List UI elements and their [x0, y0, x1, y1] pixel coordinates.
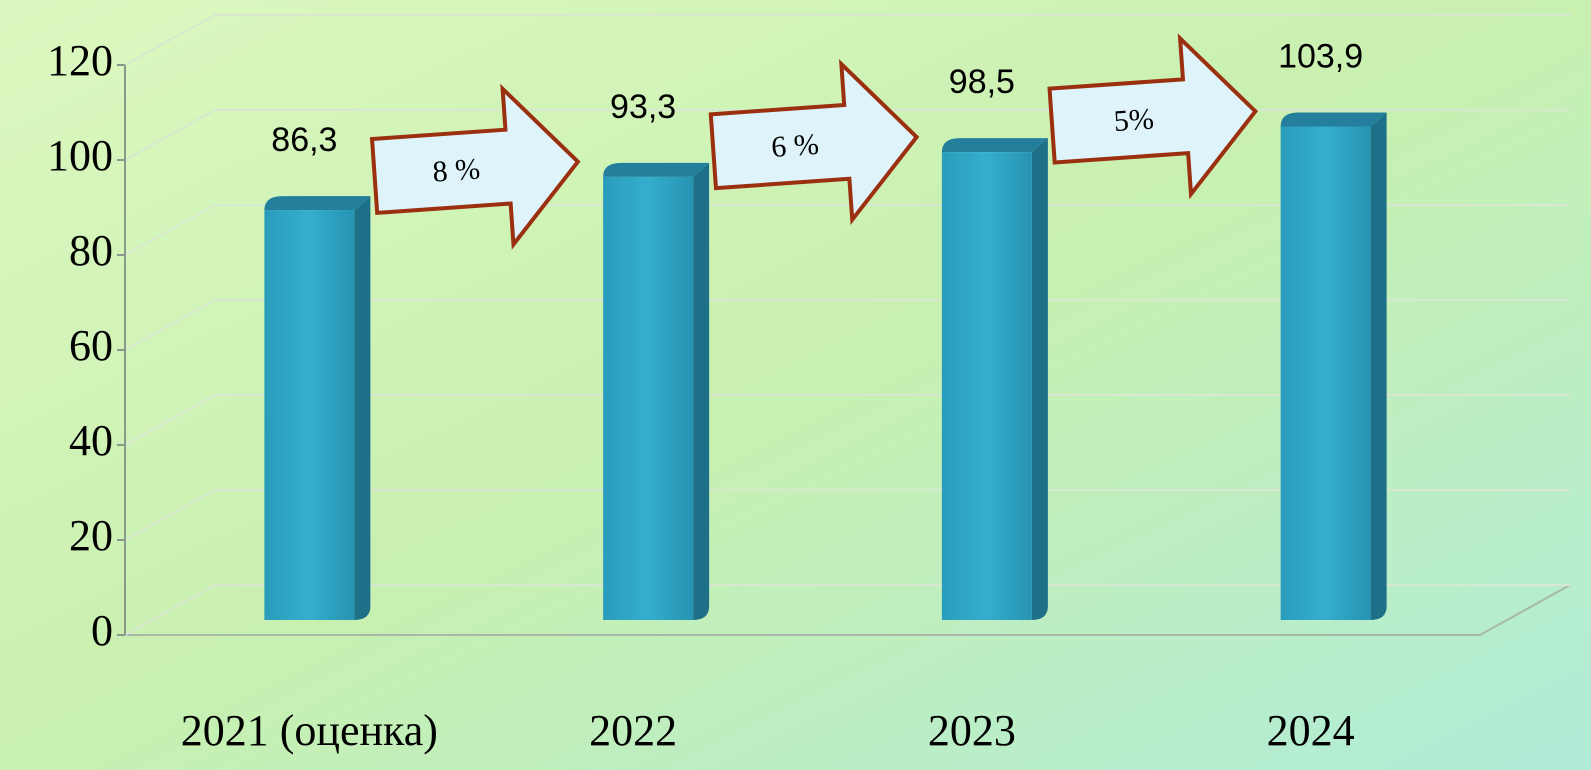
growth-arrow: 6 %	[708, 59, 920, 226]
growth-arrow: 8 %	[369, 83, 581, 250]
value-label: 86,3	[271, 121, 337, 159]
bar	[1280, 126, 1371, 620]
bar	[603, 176, 694, 620]
arrow-label: 8 %	[431, 152, 481, 188]
bar-top	[603, 162, 710, 177]
x-tick-label: 2021 (оценка)	[181, 706, 438, 755]
x-tick-label: 2024	[1267, 706, 1355, 755]
arrow-shape	[708, 59, 920, 226]
y-tick-label: 60	[69, 321, 113, 370]
grid-line	[124, 204, 1570, 256]
value-label: 93,3	[610, 88, 676, 126]
bar-side	[693, 162, 710, 620]
grid-line	[124, 299, 1570, 351]
y-tick-label: 80	[69, 226, 113, 275]
bar-top	[1280, 112, 1387, 127]
growth-arrow: 5%	[1047, 33, 1259, 200]
arrow-label: 6 %	[770, 128, 820, 164]
y-tick-label: 20	[69, 511, 113, 560]
bar	[264, 210, 355, 620]
value-label: 98,5	[949, 63, 1015, 101]
grid-line	[124, 394, 1570, 446]
grid-line	[124, 14, 1570, 66]
y-tick-label: 40	[69, 416, 113, 465]
grid-line	[124, 584, 1570, 636]
grid-line	[124, 489, 1570, 541]
bar-top	[941, 138, 1048, 153]
value-label: 103,9	[1278, 37, 1363, 75]
arrow-shape	[1047, 33, 1259, 200]
x-tick-label: 2022	[589, 706, 677, 755]
floor	[125, 584, 1571, 636]
y-tick-label: 100	[47, 131, 113, 180]
bar-top	[264, 196, 371, 211]
arrow-shape	[369, 83, 581, 250]
bar	[941, 152, 1032, 620]
y-tick-label: 0	[91, 606, 113, 655]
bar-side	[1370, 112, 1387, 620]
arrow-label: 5%	[1113, 102, 1155, 138]
y-tick-label: 120	[47, 36, 113, 85]
x-tick-label: 2023	[928, 706, 1016, 755]
bar-side	[354, 196, 371, 620]
bar-side	[1031, 138, 1048, 620]
